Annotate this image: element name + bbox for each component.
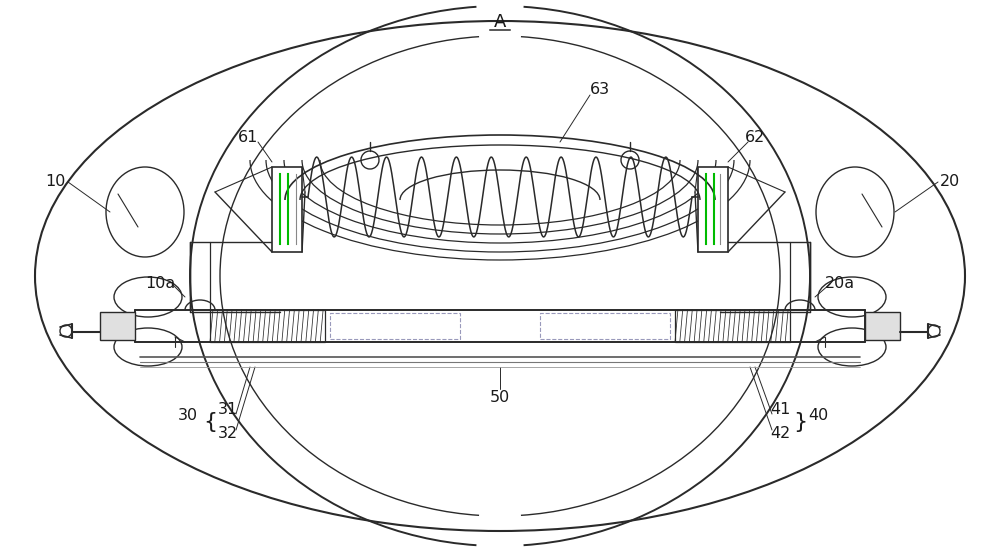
- Text: 31: 31: [218, 402, 238, 417]
- Text: }: }: [793, 412, 807, 432]
- Text: 10: 10: [45, 174, 65, 189]
- Bar: [675, 310, 790, 342]
- Bar: [540, 313, 670, 339]
- Bar: [210, 310, 325, 342]
- Bar: [698, 167, 728, 252]
- Text: 32: 32: [218, 427, 238, 442]
- Text: 41: 41: [770, 402, 790, 417]
- Text: 63: 63: [590, 82, 610, 98]
- Text: 61: 61: [238, 130, 258, 145]
- Bar: [865, 312, 900, 340]
- Bar: [100, 312, 135, 340]
- Text: 50: 50: [490, 390, 510, 405]
- Text: 62: 62: [745, 130, 765, 145]
- Bar: [272, 167, 302, 252]
- Bar: [330, 313, 460, 339]
- Text: 20: 20: [940, 174, 960, 189]
- Text: A: A: [494, 13, 506, 31]
- Text: 40: 40: [808, 408, 828, 423]
- Text: 10a: 10a: [145, 277, 175, 291]
- Text: 30: 30: [178, 408, 198, 423]
- Text: {: {: [203, 412, 217, 432]
- Text: 20a: 20a: [825, 277, 855, 291]
- Text: 42: 42: [770, 427, 790, 442]
